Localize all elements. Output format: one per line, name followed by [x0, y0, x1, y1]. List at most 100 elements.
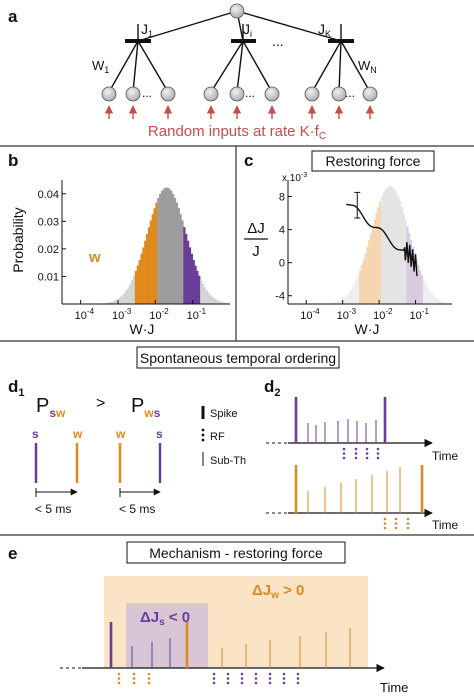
rf-dot: [365, 456, 369, 460]
hist-bar: [118, 298, 121, 304]
hist-bar: [441, 301, 444, 304]
hist-bar: [368, 240, 371, 304]
hist-bar: [364, 253, 367, 304]
hist-bar: [218, 301, 221, 304]
hist-bar: [426, 287, 429, 304]
tree-edge: [137, 10, 238, 42]
d-legend: Spike RF Sub-Th: [201, 406, 246, 467]
tree-edge: [338, 40, 342, 93]
hist-bar: [185, 233, 188, 304]
hist-bar: [116, 299, 119, 304]
rf-dot: [132, 672, 136, 676]
hist-bar: [215, 299, 218, 304]
hist-bar: [344, 296, 347, 304]
hist-bar: [357, 275, 360, 304]
rf-dot: [406, 526, 410, 530]
rf-dot: [132, 677, 136, 680]
p-ws: Pws: [131, 395, 161, 420]
hist-bar: [373, 219, 376, 304]
hist-bar: [380, 196, 384, 304]
hist-bar: [224, 302, 227, 304]
x-tick-label: 10-2: [149, 307, 169, 322]
hist-bar: [397, 196, 400, 304]
d2-spike-trains: [266, 397, 433, 530]
hist-bar: [331, 302, 334, 304]
hist-bar: [216, 300, 220, 304]
d1-label: d1: [8, 377, 25, 399]
hist-bar: [421, 275, 424, 304]
tree-edge: [340, 40, 371, 93]
hist-bar: [140, 253, 143, 304]
rf-dot: [212, 681, 216, 685]
d2-label: d2: [264, 377, 281, 399]
y-tick-label: 0.01: [38, 271, 59, 283]
c-scale: x 10-3: [282, 172, 307, 184]
hist-bar: [211, 296, 214, 304]
hist-bar: [142, 247, 145, 304]
hist-bar: [442, 301, 446, 304]
hist-bar: [200, 280, 203, 304]
rf-dot: [383, 526, 387, 530]
d2-time-bottom: Time: [432, 518, 459, 532]
b-histogram: [101, 187, 231, 304]
rf-dot: [226, 677, 230, 680]
c-restoring-curve: [346, 191, 418, 277]
hist-bar: [129, 283, 132, 304]
j1-label: J1: [141, 21, 153, 39]
rf-dot: [268, 672, 272, 676]
hist-bar: [131, 280, 134, 304]
hist-bar: [337, 301, 340, 304]
hist-bar: [404, 219, 407, 304]
y-tick-label: 0: [279, 258, 285, 270]
hist-bar: [203, 287, 207, 304]
svg-text:Spike: Spike: [210, 408, 238, 420]
rf-dot: [212, 677, 216, 680]
hist-bar: [170, 190, 173, 304]
dJw-label: ΔJw > 0: [252, 582, 304, 601]
rf-dot: [296, 672, 300, 676]
b-xlabel: W·J: [130, 321, 155, 337]
e-time: Time: [380, 680, 408, 695]
root-node: [229, 3, 245, 19]
rf-dot: [117, 677, 121, 680]
rf-dot: [394, 522, 398, 525]
hist-bar: [175, 202, 179, 304]
y-tick-label: 0.02: [38, 244, 59, 256]
hist-bar: [375, 213, 378, 304]
tree-edge: [210, 40, 244, 93]
x-tick-label: 10-1: [410, 307, 430, 322]
panel-e: e Mechanism - restoring force ΔJw > 0 ΔJ…: [8, 541, 408, 695]
rf-dot: [226, 672, 230, 676]
hist-bar: [207, 292, 210, 304]
hist-bar: [413, 253, 416, 304]
panel-borders: [0, 145, 474, 536]
hist-bar: [149, 220, 152, 304]
rf-dot: [394, 517, 398, 521]
svg-text:Sub-Th: Sub-Th: [210, 455, 246, 467]
hist-bar: [433, 296, 436, 304]
leaf-node: [229, 86, 245, 102]
tree-connections: [108, 10, 371, 93]
hist-bar: [164, 187, 167, 304]
jk-label: JK: [318, 21, 331, 39]
y-tick-label: 0.04: [38, 189, 59, 201]
panel-b-label: b: [8, 151, 18, 170]
tree-edge: [311, 40, 342, 93]
hist-bar: [157, 197, 160, 304]
leaf-node: [304, 86, 320, 102]
inputs-caption: Random inputs at rate K·fC: [148, 123, 326, 142]
tree-nodes: [101, 3, 378, 102]
x-tick-label: 10-4: [300, 307, 320, 322]
c-xlabel: W·J: [355, 321, 380, 337]
hist-bar: [155, 202, 158, 304]
hist-bar: [444, 302, 447, 304]
rf-dot: [147, 672, 151, 676]
hist-bar: [190, 253, 193, 304]
rf-dot: [354, 452, 358, 455]
d1-s-right: s: [156, 427, 163, 441]
y-tick-label: -4: [275, 291, 285, 303]
rf-dot: [383, 522, 387, 525]
hist-bar: [360, 265, 364, 304]
w-label: w: [88, 249, 101, 266]
